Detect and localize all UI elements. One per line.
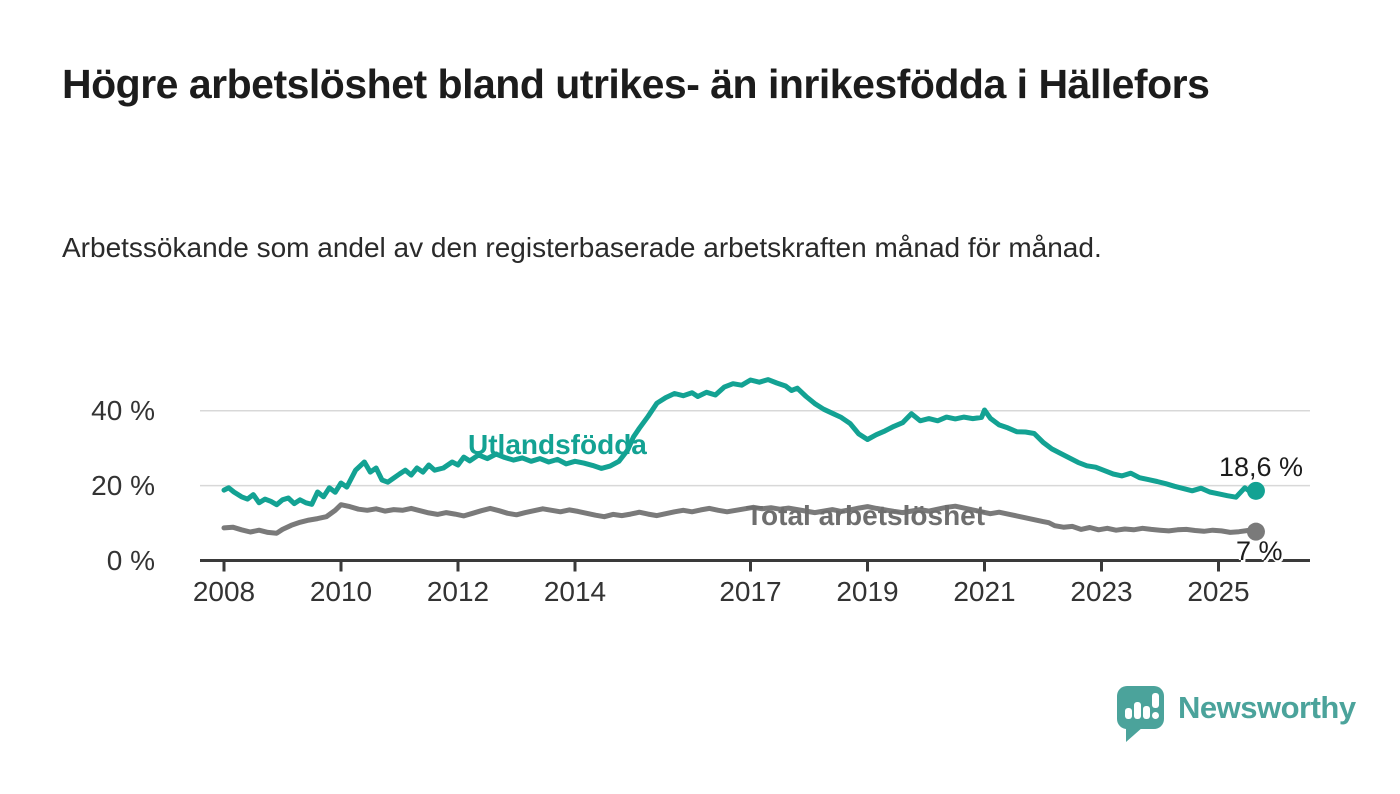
page-title: Högre arbetslöshet bland utrikes- än inr… <box>62 61 1210 107</box>
logo-exclamation-dot-icon <box>1152 712 1159 719</box>
logo-bubble-tail <box>1126 727 1143 742</box>
series-end-dot-0 <box>1246 481 1265 500</box>
series-label-utlandsfodda: Utlandsfödda <box>468 429 647 460</box>
end-value-label-utlandsfodda: 18,6 % <box>1219 452 1304 482</box>
line-chart: 0 % 20 % 40 % 2008 2010 2012 2014 2017 2019 2021 2… <box>91 377 1310 607</box>
x-axis-tick-label: 2025 <box>1187 576 1250 607</box>
newsworthy-wordmark: Newsworthy <box>1178 690 1356 725</box>
logo-bar-icon <box>1134 702 1141 719</box>
end-value-label-total: 7 % <box>1236 536 1283 566</box>
x-axis-tick-label: 2019 <box>836 576 899 607</box>
newsworthy-logo: Newsworthy <box>1117 686 1356 746</box>
x-axis-tick-label: 2014 <box>543 576 607 607</box>
logo-exclamation-icon <box>1152 693 1159 708</box>
y-axis-tick-label: 40 % <box>91 394 155 426</box>
series-line-0 <box>221 377 1259 508</box>
x-axis-tick-label: 2010 <box>309 576 373 607</box>
series-end-dot-1 <box>1246 522 1265 541</box>
series-line-1 <box>221 502 1259 536</box>
logo-bar-icon <box>1125 708 1132 719</box>
x-axis-tick-label: 2017 <box>719 576 782 607</box>
chart-subtitle: Arbetssökande som andel av den registerb… <box>62 232 1102 263</box>
y-axis-tick-label: 0 % <box>106 544 155 576</box>
plot-area <box>200 377 1310 572</box>
logo-bar-icon <box>1143 706 1150 719</box>
x-axis-tick-label: 2021 <box>953 576 1016 607</box>
x-axis-tick-label: 2012 <box>426 576 490 607</box>
x-axis-tick-label: 2008 <box>192 576 256 607</box>
series-label-total-arbetsloshet: Total arbetslöshet <box>746 500 986 531</box>
y-axis-tick-label: 20 % <box>91 469 155 501</box>
newsworthy-logo-icon <box>1117 686 1164 742</box>
x-axis-tick-label: 2023 <box>1070 576 1133 607</box>
